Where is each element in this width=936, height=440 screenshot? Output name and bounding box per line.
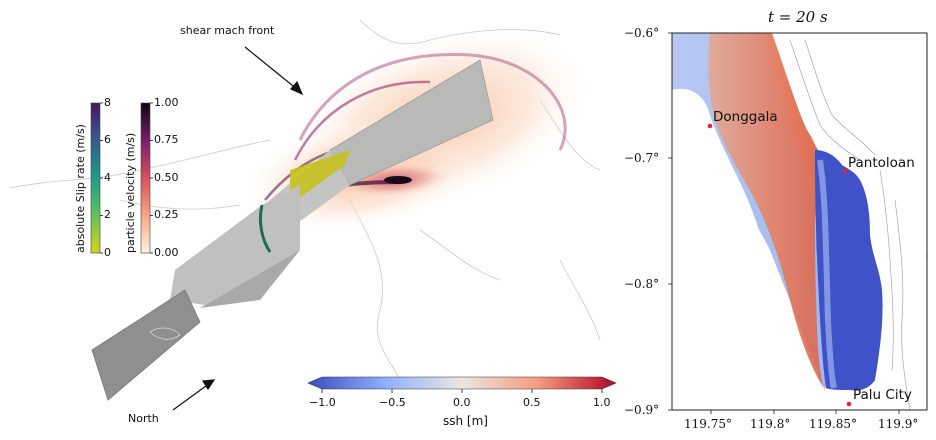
particle-velocity-colorbar-title: particle velocity (m/s) — [124, 132, 137, 253]
slip-rate-tick: 2 — [104, 208, 111, 221]
slip-rate-tick: 0 — [104, 246, 111, 259]
ssh-tick: 1.0 — [593, 396, 611, 409]
slip-rate-tick: 8 — [104, 96, 111, 109]
ssh-colorbar-label: ssh [m] — [443, 414, 488, 428]
donggala-label: Donggala — [713, 109, 778, 125]
north-annotation: North — [128, 412, 159, 425]
slip-rate-tick: 4 — [104, 171, 111, 184]
shear-mach-front-annotation: shear mach front — [180, 24, 275, 37]
palu-city-label: Palu City — [853, 387, 912, 403]
longitude-tick: 119.85° — [809, 417, 857, 431]
slip-rate-colorbar-title: absolute Slip rate (m/s) — [74, 124, 87, 253]
tsunami-map — [672, 33, 927, 410]
particle-velocity-tick: 0.50 — [154, 171, 179, 184]
pantoloan-label: Pantoloan — [848, 155, 915, 171]
latitude-tick: −0.7° — [624, 151, 660, 165]
annotation-arrows — [172, 46, 304, 411]
ssh-tick: 0.0 — [453, 396, 471, 409]
latitude-tick: −0.8° — [624, 277, 660, 291]
ssh-colorbar — [307, 376, 617, 390]
map-ticks — [668, 32, 900, 414]
ssh-tick: 0.5 — [523, 396, 541, 409]
longitude-tick: 119.75° — [684, 417, 732, 431]
palu-city-marker — [846, 401, 852, 407]
particle-velocity-tick: 1.00 — [154, 96, 179, 109]
pantoloan-marker — [842, 168, 848, 174]
slip-rate-tick: 6 — [104, 133, 111, 146]
ssh-tick: −1.0 — [309, 396, 336, 409]
latitude-tick: −0.9° — [624, 403, 660, 417]
particle-velocity-tick: 0.25 — [154, 208, 179, 221]
ssh-colorbar-ticks — [321, 389, 603, 393]
donggala-marker — [707, 123, 713, 129]
particle-velocity-tick: 0.75 — [154, 133, 179, 146]
particle-velocity-colorbar — [140, 102, 151, 254]
map-frame — [671, 32, 928, 411]
map-title: t = 20 s — [768, 8, 828, 26]
ssh-tick: −0.5 — [379, 396, 406, 409]
fault-planes — [91, 59, 494, 401]
longitude-tick: 119.9° — [878, 417, 919, 431]
longitude-tick: 119.8° — [750, 417, 791, 431]
slip-rate-colorbar — [90, 102, 101, 254]
colorbar-ticks — [100, 102, 153, 254]
latitude-tick: −0.6° — [624, 26, 660, 40]
particle-velocity-tick: 0.00 — [154, 246, 179, 259]
